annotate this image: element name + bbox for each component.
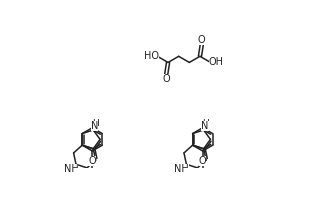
Text: N: N xyxy=(91,121,98,131)
Text: OH: OH xyxy=(209,58,224,67)
Text: methoxy: methoxy xyxy=(184,168,221,177)
Text: O: O xyxy=(88,156,96,166)
Text: NH: NH xyxy=(174,164,189,174)
Text: methoxy: methoxy xyxy=(74,168,111,177)
Text: O: O xyxy=(199,156,206,166)
Text: O: O xyxy=(199,156,206,166)
Text: O: O xyxy=(198,35,206,45)
Text: NH: NH xyxy=(64,164,78,174)
Text: N: N xyxy=(201,121,209,131)
Text: H: H xyxy=(92,119,99,128)
Text: O: O xyxy=(162,74,170,84)
Text: H: H xyxy=(202,119,209,128)
Text: HO: HO xyxy=(144,51,159,61)
Text: O: O xyxy=(88,156,96,166)
